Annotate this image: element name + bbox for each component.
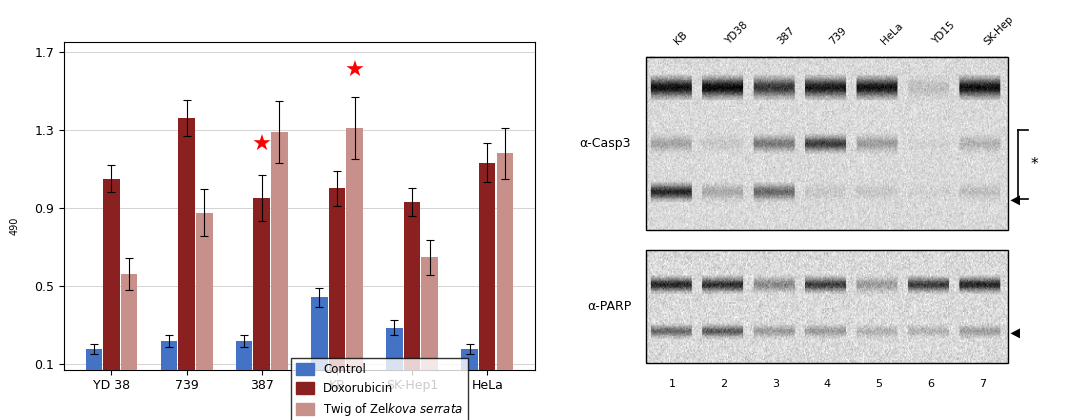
- Text: KB: KB: [672, 30, 690, 47]
- Text: YD15: YD15: [930, 20, 957, 47]
- Bar: [253, 198, 270, 383]
- Text: 387: 387: [775, 26, 796, 47]
- Bar: [421, 257, 438, 383]
- Bar: [86, 349, 102, 383]
- Bar: [647, 250, 1008, 363]
- Text: SK-Hep: SK-Hep: [982, 13, 1016, 47]
- Bar: [104, 178, 120, 383]
- Bar: [461, 349, 478, 383]
- Text: ▶: ▶: [1010, 192, 1020, 205]
- Text: ★: ★: [344, 61, 365, 81]
- Bar: [121, 274, 138, 383]
- Bar: [311, 297, 327, 383]
- Bar: [196, 213, 213, 383]
- Text: *: *: [1031, 157, 1038, 172]
- Text: α-PARP: α-PARP: [587, 300, 631, 313]
- Text: α-Casp3: α-Casp3: [579, 137, 631, 150]
- Bar: [272, 132, 288, 383]
- Text: 6: 6: [927, 379, 934, 389]
- Text: ▶: ▶: [1010, 325, 1020, 338]
- Text: YD38: YD38: [724, 20, 750, 47]
- Text: O.D: O.D: [0, 193, 3, 218]
- Bar: [404, 202, 420, 383]
- Text: 4: 4: [823, 379, 831, 389]
- Bar: [497, 153, 513, 383]
- Text: HeLa: HeLa: [879, 21, 904, 47]
- Bar: [647, 57, 1008, 230]
- Bar: [160, 341, 177, 383]
- Text: 3: 3: [772, 379, 779, 389]
- Text: 490: 490: [10, 216, 19, 235]
- Text: 739: 739: [827, 26, 849, 47]
- Text: ★: ★: [251, 135, 272, 155]
- Bar: [346, 128, 362, 383]
- Bar: [179, 118, 195, 383]
- Bar: [236, 341, 252, 383]
- Bar: [479, 163, 495, 383]
- Text: 7: 7: [978, 379, 986, 389]
- Text: 2: 2: [721, 379, 727, 389]
- Text: 1: 1: [668, 379, 676, 389]
- Bar: [328, 188, 345, 383]
- Legend: Control, Doxorubicin, Twig of Zel$\it{kova\ serrata}$: Control, Doxorubicin, Twig of Zel$\it{ko…: [291, 358, 468, 420]
- Bar: [386, 328, 403, 383]
- Text: 5: 5: [876, 379, 882, 389]
